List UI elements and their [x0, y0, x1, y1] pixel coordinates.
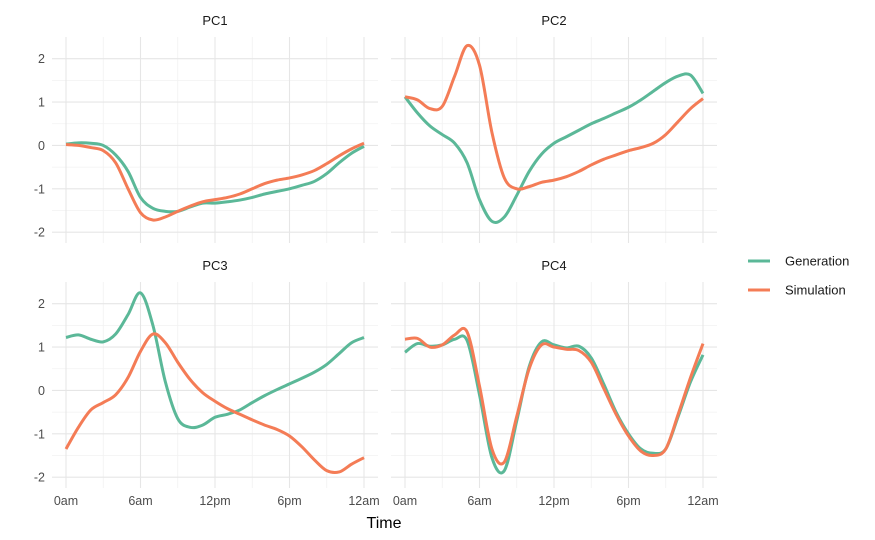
panel-pc2: PC2 — [391, 13, 717, 243]
series-line-simulation — [65, 141, 365, 222]
series-line-simulation — [404, 43, 704, 191]
panel-title: PC2 — [541, 13, 566, 28]
y-tick-label: -1 — [34, 427, 45, 441]
panel-title: PC3 — [202, 258, 227, 273]
y-tick-label: 2 — [38, 297, 45, 311]
series-line-generation — [404, 334, 705, 475]
series-line-simulation — [64, 332, 365, 475]
x-tick-label: 12am — [687, 494, 718, 508]
legend-item-simulation: Simulation — [748, 283, 846, 298]
y-tick-label: -1 — [34, 182, 45, 196]
x-tick-label: 0am — [393, 494, 417, 508]
series-line-generation — [65, 141, 365, 214]
legend-item-generation: Generation — [748, 254, 849, 269]
y-tick-label: 0 — [38, 384, 45, 398]
y-tick-label: -2 — [34, 471, 45, 485]
x-tick-label: 6am — [128, 494, 152, 508]
x-tick-label: 12pm — [538, 494, 569, 508]
panel-pc4: PC4 0am 6am 12pm 6pm 12am — [391, 258, 719, 508]
y-tick-label: 2 — [38, 52, 45, 66]
series-line-generation — [403, 72, 705, 224]
x-tick-label: 0am — [54, 494, 78, 508]
panel-pc3: PC3 -2 -1 0 1 2 0am 6am 12pm 6pm 12am — [34, 258, 380, 508]
series-line-generation — [65, 291, 365, 430]
legend: Generation Simulation — [748, 254, 849, 298]
x-tick-label: 12am — [348, 494, 379, 508]
series-line-simulation — [404, 326, 705, 466]
x-tick-label: 6am — [467, 494, 491, 508]
legend-label: Generation — [785, 254, 849, 269]
y-tick-label: 0 — [38, 139, 45, 153]
x-axis-title: Time — [367, 515, 402, 532]
x-tick-label: 6pm — [277, 494, 301, 508]
legend-label: Simulation — [785, 283, 846, 298]
panels-layer: PC1 -2 -1 0 1 2 PC2 PC3 -2 -1 0 1 2 0am 6am 12pm 6pm 12am… — [34, 13, 719, 508]
panel-title: PC1 — [202, 13, 227, 28]
panel-pc1: PC1 -2 -1 0 1 2 — [34, 13, 378, 243]
y-tick-label: -2 — [34, 226, 45, 240]
y-tick-label: 1 — [38, 96, 45, 110]
panel-title: PC4 — [541, 258, 566, 273]
x-tick-label: 12pm — [199, 494, 230, 508]
y-tick-label: 1 — [38, 341, 45, 355]
x-tick-label: 6pm — [616, 494, 640, 508]
